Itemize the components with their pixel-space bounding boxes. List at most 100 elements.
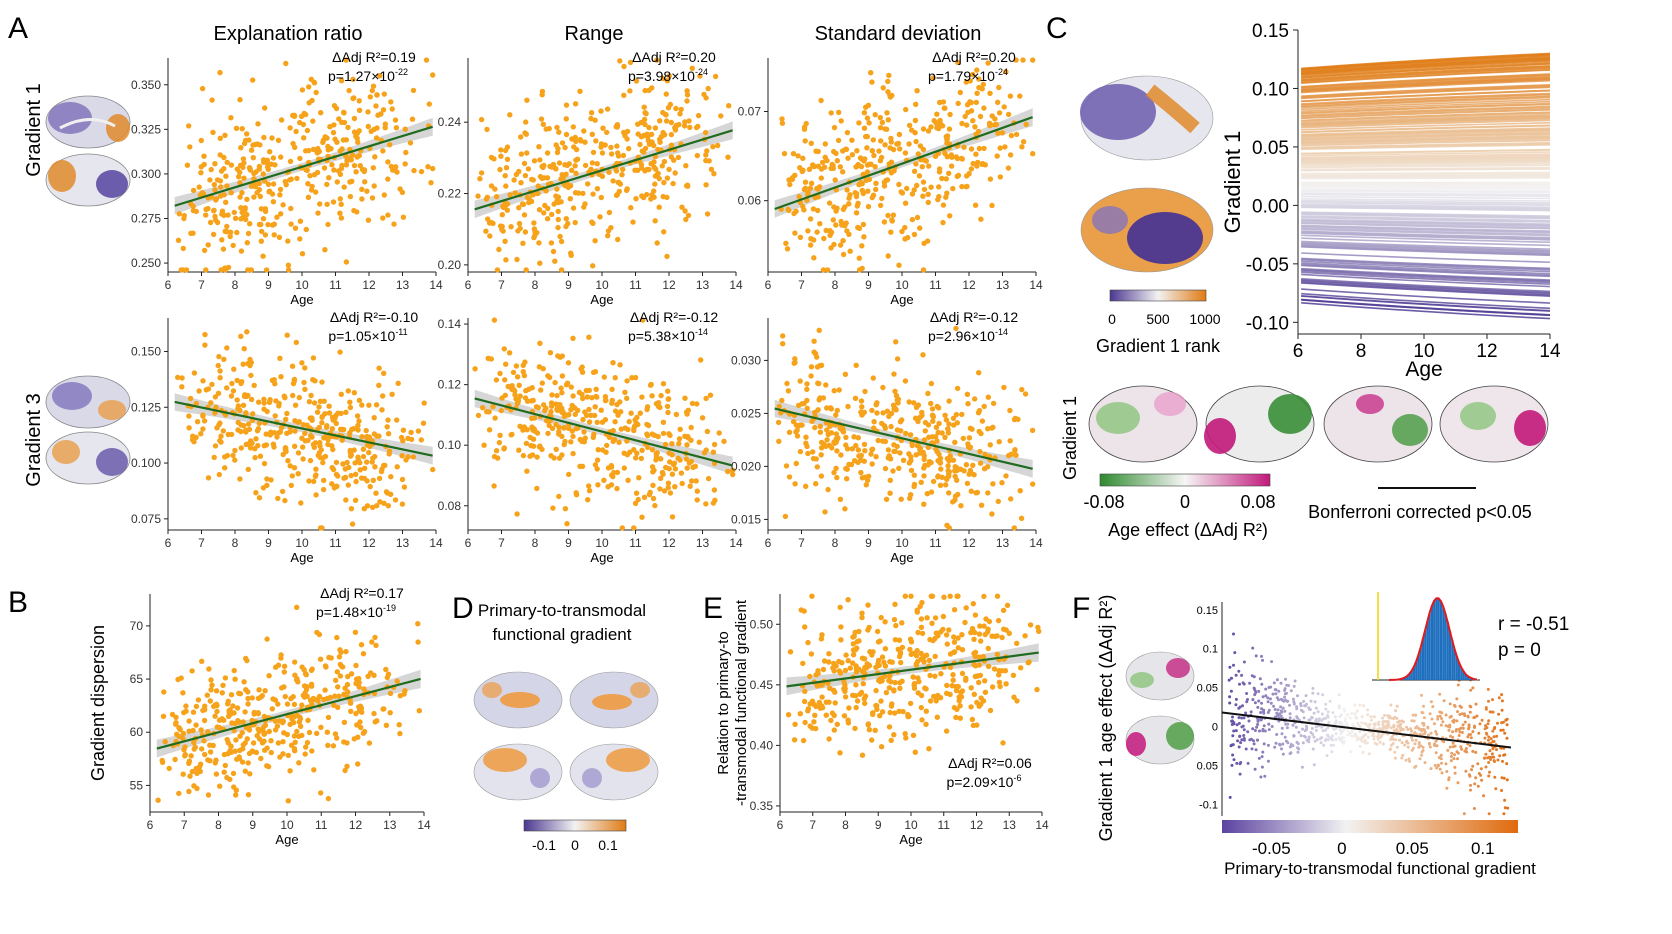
data-point: [1426, 725, 1430, 729]
data-point: [950, 677, 956, 683]
data-point: [874, 706, 880, 712]
data-point: [272, 413, 278, 419]
data-point: [252, 454, 258, 461]
data-point: [864, 162, 871, 168]
data-point: [378, 468, 385, 475]
data-point: [1022, 633, 1028, 639]
data-point: [347, 399, 353, 405]
data-point: [1261, 695, 1265, 699]
data-point: [1436, 764, 1440, 768]
data-point: [997, 174, 1003, 180]
data-point: [860, 221, 867, 228]
data-point: [1281, 706, 1285, 710]
trajectory-line: [1301, 195, 1551, 200]
correlation-r: r = -0.51: [1498, 614, 1569, 635]
data-point: [340, 664, 346, 670]
data-point: [268, 477, 274, 483]
data-point: [660, 75, 666, 82]
data-point: [1301, 741, 1305, 745]
data-point: [936, 193, 942, 200]
data-point: [630, 219, 636, 225]
data-point: [216, 717, 223, 723]
data-point: [631, 447, 637, 453]
data-point: [935, 633, 941, 639]
data-point: [830, 665, 836, 671]
data-point: [834, 474, 840, 481]
x-tick-label: 7: [798, 536, 805, 550]
data-point: [895, 400, 901, 406]
data-point: [1388, 748, 1392, 752]
data-point: [388, 491, 394, 497]
data-point: [667, 432, 673, 439]
data-point: [169, 711, 176, 718]
data-point: [183, 708, 189, 714]
data-point: [212, 187, 218, 193]
data-point: [239, 190, 245, 196]
data-point: [792, 230, 798, 236]
data-point: [641, 104, 647, 110]
data-point: [842, 667, 849, 674]
data-point: [589, 395, 595, 401]
data-point: [282, 445, 289, 451]
data-point: [1288, 703, 1291, 707]
data-point: [514, 256, 520, 263]
x-tick-label: 11: [629, 536, 642, 550]
data-point: [589, 219, 595, 225]
data-point: [1256, 705, 1260, 709]
data-point: [348, 671, 355, 677]
data-point: [923, 708, 929, 714]
data-point: [415, 428, 422, 434]
data-point: [306, 100, 312, 106]
panel-c-rank-tick-2: 1000: [1189, 311, 1220, 327]
data-point: [893, 407, 899, 413]
trajectory-line: [1301, 189, 1551, 193]
data-point: [859, 614, 865, 621]
data-point: [333, 420, 339, 427]
data-point: [846, 461, 852, 468]
data-point: [649, 85, 655, 91]
data-point: [365, 435, 371, 441]
data-point: [274, 434, 280, 440]
data-point: [284, 332, 290, 338]
data-point: [703, 152, 709, 158]
data-point: [779, 120, 786, 126]
data-point: [557, 233, 563, 240]
data-point: [371, 710, 377, 717]
data-point: [861, 125, 868, 131]
data-point: [808, 373, 814, 379]
data-point: [270, 199, 277, 205]
x-tick-label: 9: [865, 278, 872, 292]
data-point: [259, 740, 266, 746]
data-point: [1330, 734, 1334, 738]
data-point: [912, 130, 918, 136]
data-point: [818, 473, 825, 479]
data-point: [303, 111, 309, 118]
data-point: [222, 267, 228, 273]
data-point: [1419, 744, 1423, 748]
data-point: [921, 473, 927, 479]
data-point: [827, 232, 833, 238]
data-point: [383, 722, 390, 728]
fit-line: [474, 397, 733, 467]
data-point: [210, 129, 216, 136]
data-point: [188, 201, 194, 207]
data-point: [925, 390, 931, 397]
data-point: [1333, 715, 1337, 719]
data-point: [776, 403, 782, 410]
data-point: [1288, 752, 1292, 756]
data-point: [1459, 705, 1463, 709]
data-point: [1260, 654, 1263, 658]
data-point: [652, 173, 659, 179]
data-point: [199, 85, 206, 92]
data-point: [1263, 774, 1267, 778]
data-point: [1360, 736, 1364, 739]
data-point: [430, 72, 436, 78]
data-point: [897, 419, 904, 425]
data-point: [1449, 734, 1452, 738]
data-point: [665, 105, 672, 111]
data-point: [304, 739, 311, 746]
data-point: [250, 142, 256, 148]
data-point: [663, 464, 669, 471]
trajectory-line: [1301, 212, 1551, 219]
